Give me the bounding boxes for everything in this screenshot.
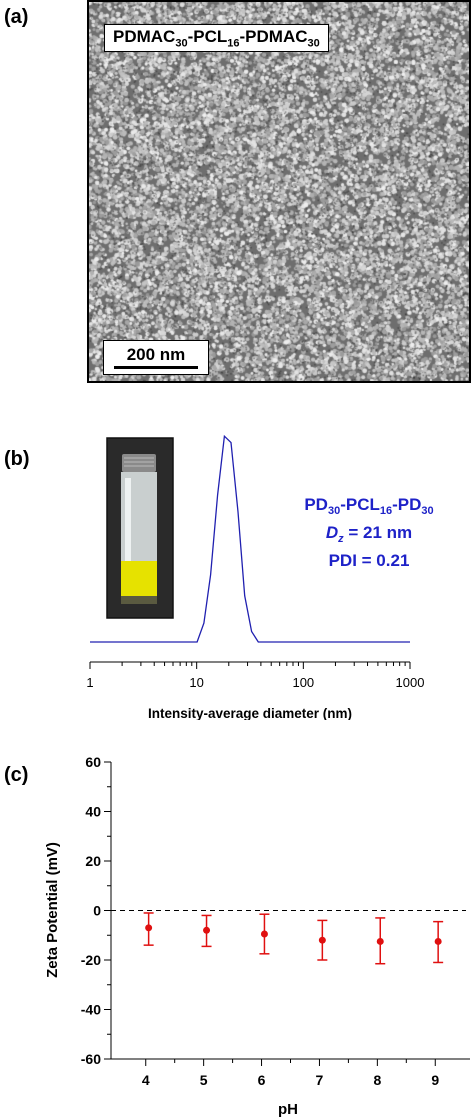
scale-bar-box: 200 nm bbox=[103, 340, 209, 375]
data-point bbox=[203, 926, 211, 934]
data-point bbox=[260, 930, 268, 938]
panel-c-label: (c) bbox=[4, 764, 29, 786]
vial-photo bbox=[106, 437, 174, 619]
x-tick-label: 100 bbox=[292, 675, 314, 690]
x-tick-label: 1 bbox=[86, 675, 93, 690]
panel-b-label: (b) bbox=[4, 448, 30, 470]
data-point bbox=[376, 937, 384, 945]
y-tick-label: 60 bbox=[85, 754, 101, 770]
dls-chart: 1 10 100 1000 Intensity-average diameter (n… bbox=[86, 434, 434, 720]
x-tick-label: 6 bbox=[258, 1072, 266, 1088]
x-axis-ticks: 4 5 6 7 8 9 bbox=[142, 1059, 439, 1088]
panel-a-label: (a) bbox=[4, 6, 29, 28]
sample-text-2: -PCL bbox=[187, 27, 228, 46]
x-axis-title: Intensity-average diameter (nm) bbox=[148, 706, 352, 720]
dls-distribution-line bbox=[90, 434, 410, 643]
sample-sub-2: 16 bbox=[227, 37, 240, 50]
y-axis-ticks: -60 -40 -20 0 20 40 60 bbox=[81, 754, 111, 1067]
x-tick-label: 8 bbox=[373, 1072, 381, 1088]
legend-line-1: PD30-PCL16-PD30 bbox=[304, 495, 433, 517]
data-point bbox=[318, 936, 326, 944]
legend-line-2: Dz = 21 nm bbox=[326, 523, 412, 545]
data-point bbox=[434, 937, 442, 945]
zeta-chart: -60 -40 -20 0 20 40 60 4 5 6 7 8 9 Zeta Potential (… bbox=[44, 754, 470, 1118]
data-point bbox=[145, 924, 153, 932]
sample-name-box: PDMAC30-PCL16-PDMAC30 bbox=[104, 24, 329, 53]
x-tick-label: 10 bbox=[189, 675, 203, 690]
x-tick-label: 5 bbox=[200, 1072, 208, 1088]
scale-bar-label: 200 nm bbox=[126, 345, 186, 364]
legend-line-3: PDI = 0.21 bbox=[329, 551, 410, 570]
sample-sub-1: 30 bbox=[175, 37, 188, 50]
x-axis-ticks: 1 10 100 1000 bbox=[86, 662, 424, 690]
x-axis-title: pH bbox=[278, 1101, 298, 1118]
x-tick-label: 9 bbox=[431, 1072, 439, 1088]
sample-text-1: PDMAC bbox=[113, 27, 176, 46]
sample-sub-3: 30 bbox=[307, 37, 320, 50]
data-points bbox=[143, 912, 444, 965]
y-tick-label: -20 bbox=[81, 952, 101, 968]
sample-text-3: -PDMAC bbox=[239, 27, 308, 46]
tem-texture bbox=[89, 2, 469, 381]
y-tick-label: 0 bbox=[93, 903, 101, 919]
tem-micrograph: PDMAC30-PCL16-PDMAC30 200 nm bbox=[87, 0, 471, 383]
y-tick-label: -60 bbox=[81, 1051, 101, 1067]
y-axis-title: Zeta Potential (mV) bbox=[44, 842, 61, 978]
scale-bar bbox=[114, 366, 198, 369]
x-tick-label: 4 bbox=[142, 1072, 150, 1088]
x-tick-label: 7 bbox=[316, 1072, 324, 1088]
y-tick-label: 20 bbox=[85, 853, 101, 869]
y-tick-label: -40 bbox=[81, 1002, 101, 1018]
y-tick-label: 40 bbox=[85, 804, 101, 820]
x-tick-label: 1000 bbox=[396, 675, 425, 690]
